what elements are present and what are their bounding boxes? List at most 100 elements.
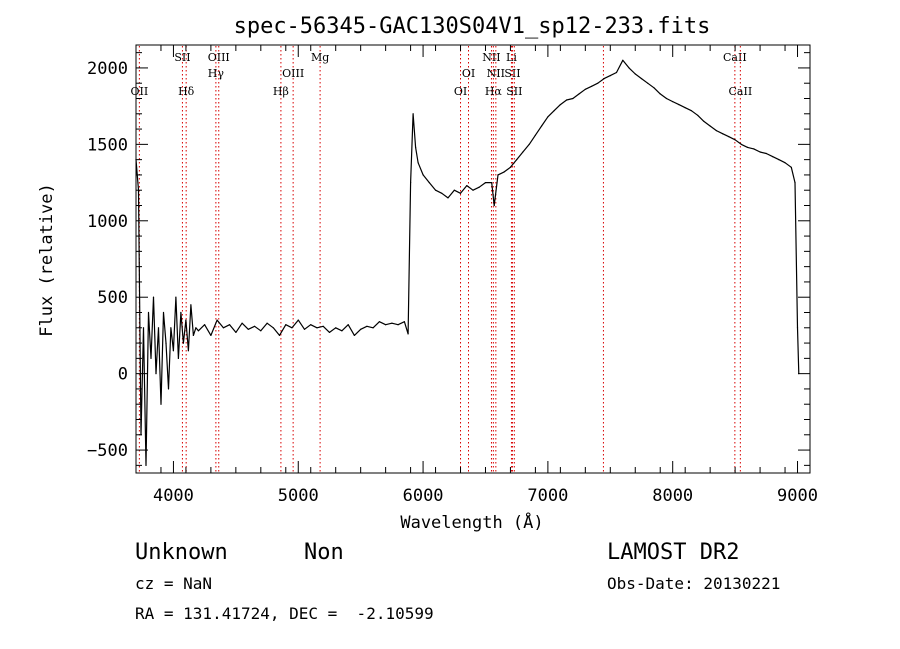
data-point bbox=[753, 148, 755, 150]
data-point bbox=[172, 350, 174, 352]
emission-line-markers: OIISIIHδHγOIIIHβOIIIMgOIOINIIHαNIILiSIIS… bbox=[131, 46, 753, 472]
series-line-0 bbox=[135, 59, 800, 466]
data-point bbox=[572, 97, 574, 100]
data-point bbox=[210, 334, 212, 336]
data-point bbox=[453, 189, 455, 191]
data-point bbox=[541, 125, 543, 127]
data-point bbox=[566, 99, 568, 101]
data-point bbox=[634, 73, 636, 75]
x-tick-label: 4000 bbox=[153, 486, 194, 506]
data-point bbox=[640, 78, 643, 80]
data-point bbox=[722, 133, 724, 135]
data-point bbox=[559, 104, 562, 106]
data-point bbox=[247, 328, 249, 330]
line-label-6: OIII bbox=[282, 67, 304, 80]
x-tick-label: 8000 bbox=[652, 486, 693, 506]
data-point bbox=[472, 189, 474, 191]
data-point bbox=[167, 388, 170, 390]
data-point bbox=[417, 162, 419, 164]
data-point bbox=[272, 327, 274, 329]
chart-title: spec-56345-GAC130S04V1_sp12-233.fits bbox=[234, 14, 711, 39]
line-label-12: NII bbox=[487, 67, 505, 80]
data-point bbox=[493, 204, 495, 207]
y-tick-label: 0 bbox=[118, 365, 128, 385]
data-point bbox=[190, 304, 192, 306]
y-tick-label: 500 bbox=[97, 288, 128, 308]
data-point bbox=[659, 93, 661, 95]
data-point bbox=[278, 334, 281, 336]
data-point bbox=[591, 85, 593, 87]
obs-date: Obs-Date: 20130221 bbox=[607, 574, 781, 593]
data-point bbox=[528, 143, 530, 145]
data-point bbox=[672, 101, 674, 103]
plot-frame bbox=[135, 44, 811, 474]
data-point bbox=[235, 331, 237, 333]
data-point bbox=[428, 182, 430, 184]
data-point bbox=[678, 104, 680, 106]
data-point bbox=[703, 120, 705, 122]
data-point bbox=[322, 325, 324, 327]
data-point bbox=[609, 75, 611, 77]
data-point bbox=[152, 296, 155, 298]
axis-ticks: 4000 5000 6000 7000 8000 9000 −500 0 500 1000 1500… bbox=[87, 45, 818, 506]
survey-name: LAMOST DR2 bbox=[607, 540, 740, 565]
data-point bbox=[407, 333, 409, 335]
data-point bbox=[534, 134, 537, 136]
data-point bbox=[597, 82, 599, 84]
data-point bbox=[709, 125, 711, 127]
data-point bbox=[784, 162, 786, 164]
data-point bbox=[715, 130, 718, 132]
data-point bbox=[459, 192, 462, 194]
data-point bbox=[372, 327, 374, 329]
class-label: Unknown bbox=[135, 540, 228, 565]
line-label-3: Hγ bbox=[208, 67, 225, 80]
data-point bbox=[491, 182, 493, 184]
data-point bbox=[366, 325, 368, 327]
cz-value: cz = NaN bbox=[135, 574, 213, 593]
data-point bbox=[391, 322, 393, 324]
data-point bbox=[759, 151, 761, 153]
data-point bbox=[241, 322, 243, 324]
data-point bbox=[187, 350, 189, 352]
line-label-13: Li bbox=[506, 51, 517, 64]
line-label-10: NII bbox=[482, 51, 500, 64]
line-label-8: OI bbox=[454, 85, 467, 98]
data-point bbox=[328, 331, 331, 333]
data-point bbox=[578, 93, 580, 95]
data-point bbox=[162, 311, 165, 314]
line-label-4: OIII bbox=[208, 51, 230, 64]
line-label-15: SII bbox=[506, 85, 522, 98]
data-point bbox=[622, 59, 624, 61]
data-point bbox=[182, 342, 184, 344]
line-label-1: SII bbox=[174, 51, 190, 64]
data-point bbox=[522, 151, 524, 153]
data-point bbox=[747, 146, 749, 148]
data-point bbox=[447, 197, 449, 199]
line-label-18: CaII bbox=[729, 85, 753, 98]
data-point bbox=[410, 182, 412, 184]
x-axis-label: Wavelength (Å) bbox=[400, 511, 543, 533]
data-point bbox=[195, 327, 197, 329]
y-axis-label: Flux (relative) bbox=[37, 183, 57, 337]
data-point bbox=[628, 67, 630, 69]
line-label-2: Hδ bbox=[178, 85, 195, 98]
data-point bbox=[150, 357, 152, 359]
data-point bbox=[684, 107, 686, 109]
data-point bbox=[335, 327, 337, 329]
data-point bbox=[341, 330, 343, 332]
data-point bbox=[422, 174, 424, 176]
line-label-14: SII bbox=[504, 67, 520, 80]
data-point bbox=[222, 327, 224, 329]
data-point bbox=[160, 403, 162, 405]
x-tick-label: 5000 bbox=[278, 486, 319, 506]
line-label-0: OII bbox=[131, 85, 149, 98]
data-point bbox=[484, 182, 487, 184]
data-point bbox=[415, 146, 417, 148]
data-point bbox=[647, 82, 649, 84]
line-label-7: Mg bbox=[311, 51, 329, 64]
y-tick-label: −500 bbox=[87, 441, 128, 461]
data-point bbox=[615, 71, 618, 74]
data-point bbox=[185, 319, 187, 321]
line-label-5: Hβ bbox=[273, 85, 289, 98]
data-point bbox=[690, 110, 693, 112]
